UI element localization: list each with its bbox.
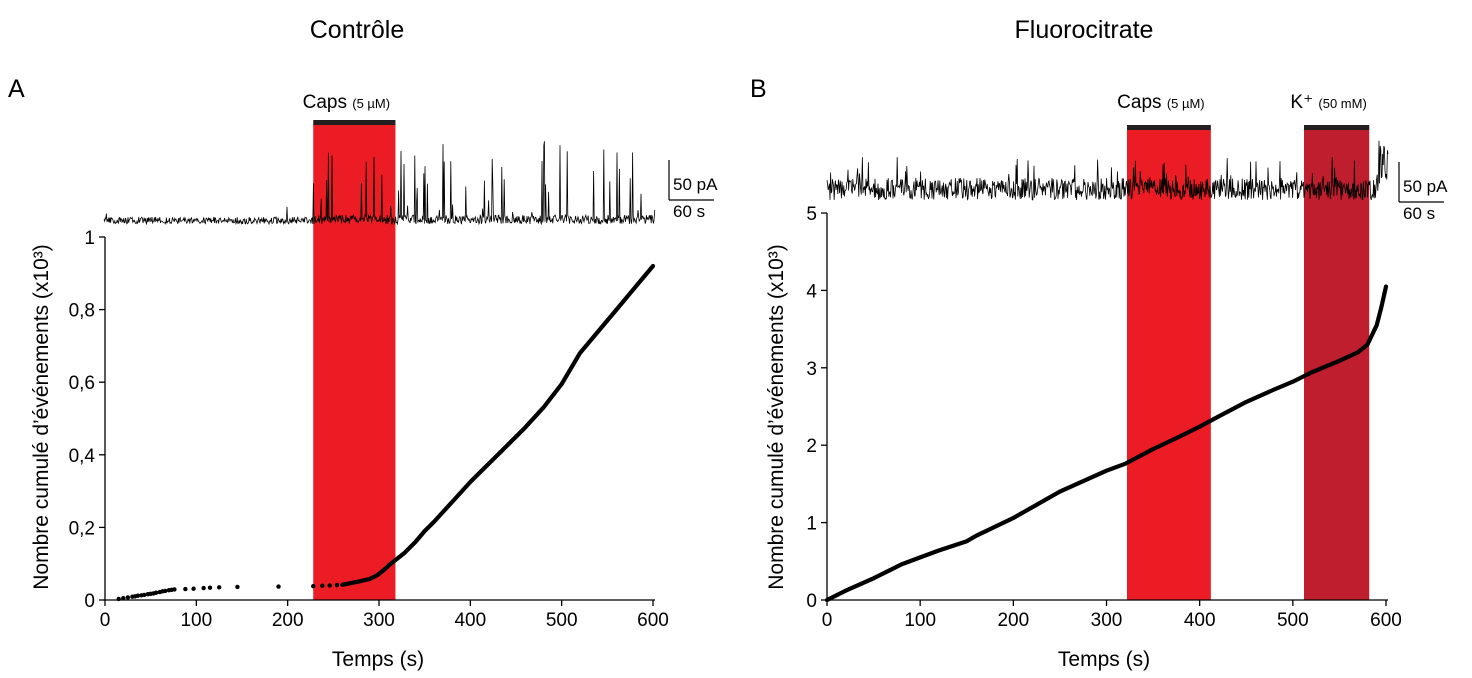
panel-a-x-tick-label: 600 (637, 610, 669, 631)
panel-a-event-point (327, 583, 332, 588)
panel-a-application-bar-0 (313, 120, 396, 125)
panel-a-y-tick-label: 0 (84, 591, 95, 612)
panel-b-application-bar-1 (1304, 125, 1370, 130)
panel-a-x-tick-label: 0 (100, 610, 111, 631)
panel-a-y-tick-label: 0,8 (69, 301, 95, 322)
panel-a-event-point (216, 585, 222, 590)
panel-a-plot: Caps (5 µM) 50 pA 60 s 0 100 200 300 400 500 600 0… (69, 92, 719, 631)
panel-a-event-point (276, 584, 281, 589)
panel-b-y-tick-label: 4 (806, 281, 817, 302)
panel-b-x-tick-label: 500 (1277, 610, 1309, 631)
panel-b-application-bar-0 (1126, 125, 1211, 130)
panel-a-letter: A (8, 75, 25, 103)
panel-a-scale-label-pa: 50 pA (673, 175, 718, 194)
panel-b-title: Fluorocitrate (1015, 16, 1154, 44)
panel-b-xlabel: Temps (s) (1058, 648, 1150, 671)
panel-b-y-tick-label: 1 (806, 514, 817, 535)
panel-b-y-tick-label: 2 (806, 436, 817, 457)
panel-a-current-trace (103, 141, 656, 226)
panel-b-current-trace (826, 140, 1389, 201)
panel-a-event-point (183, 586, 188, 592)
panel-a-event-point (207, 585, 213, 590)
panel-a-cumulative-curve-0 (342, 263, 656, 587)
panel-a-event-point (320, 583, 325, 589)
panel-a-event-point (135, 593, 141, 598)
panel-a-y-tick-label: 0,6 (69, 373, 95, 394)
panel-b-y-tick-label: 5 (806, 204, 817, 225)
panel-b-application-band-1 (1304, 129, 1370, 600)
panel-b-x-tick-label: 100 (904, 610, 936, 631)
panel-a-event-point (311, 584, 316, 589)
panel-a-event-point (116, 596, 121, 602)
panel-a-event-point (163, 588, 168, 594)
panel-a-y-tick-label: 1 (84, 228, 95, 249)
panel-a-y-tick-label: 0,2 (69, 518, 95, 539)
panel-b-application-band-0 (1126, 129, 1211, 600)
panel-a-event-point (121, 595, 126, 601)
panel-b-ylabel: Nombre cumulé d’événements (x10³) (765, 244, 788, 589)
panel-a-application-band-0 (313, 124, 396, 600)
panel-a-event-point (153, 590, 159, 595)
panel-a-x-tick-label: 300 (363, 610, 395, 631)
panel-b-y-tick-label: 0 (806, 591, 817, 612)
panel-b-x-tick-label: 600 (1370, 610, 1402, 631)
panel-a-x-tick-label: 500 (546, 610, 578, 631)
panel-b-y-tick-label: 3 (806, 359, 817, 380)
panel-a-event-point (334, 582, 340, 588)
panel-a-xlabel: Temps (s) (332, 648, 424, 671)
panel-b-application-label-0: Caps (5 µM) (1117, 92, 1204, 113)
panel-b-scale-label-pa: 50 pA (1403, 177, 1448, 196)
panel-b-letter: B (750, 75, 767, 103)
panel-b-x-tick-label: 0 (822, 610, 833, 631)
panel-a-event-point (125, 595, 131, 600)
panel-a-event-point (142, 592, 147, 598)
panel-b-x-tick-label: 400 (1184, 610, 1216, 631)
panel-a-scale-label-s: 60 s (673, 202, 705, 221)
panel-a-event-point (201, 585, 206, 591)
panel-a-title: Contrôle (310, 16, 405, 44)
panel-b-application-label-1: K⁺ (50 mM) (1290, 92, 1366, 113)
panel-a-event-point (235, 584, 240, 590)
panel-a-ylabel: Nombre cumulé d’événements (x10³) (30, 244, 53, 589)
panel-a-event-point (191, 586, 196, 591)
panel-a-x-tick-label: 100 (180, 610, 212, 631)
panel-a-y-tick-label: 0,4 (69, 446, 96, 467)
panel-b-plot: Caps (5 µM) K⁺ (50 mM) 50 pA 60 s 0 100 200 300… (806, 92, 1448, 631)
panel-b-x-tick-label: 300 (1091, 610, 1123, 631)
panel-b-scale-label-s: 60 s (1403, 204, 1435, 223)
panel-a-x-tick-label: 200 (272, 610, 304, 631)
panel-a-application-label-0: Caps (5 µM) (303, 92, 390, 113)
panel-a-event-point (172, 587, 177, 592)
panel-a-x-tick-label: 400 (454, 610, 486, 631)
panel-b-x-tick-label: 200 (997, 610, 1029, 631)
panel-b-cumulative-curve-0 (824, 284, 1389, 603)
